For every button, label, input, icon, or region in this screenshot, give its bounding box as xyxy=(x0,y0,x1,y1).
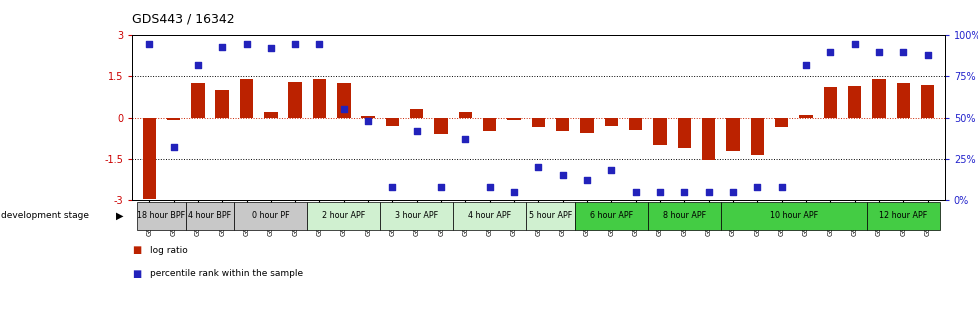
Text: 18 hour BPF: 18 hour BPF xyxy=(137,211,185,220)
Bar xyxy=(410,109,423,118)
Bar xyxy=(379,202,453,230)
Bar xyxy=(459,112,471,118)
Point xyxy=(384,184,400,190)
Bar xyxy=(896,83,910,118)
Text: 10 hour APF: 10 hour APF xyxy=(769,211,818,220)
Point xyxy=(311,41,327,46)
Point xyxy=(895,49,911,54)
Bar xyxy=(234,202,307,230)
Text: ■: ■ xyxy=(132,269,141,279)
Bar xyxy=(629,118,642,130)
Point xyxy=(676,189,691,194)
Point xyxy=(409,128,424,133)
Bar xyxy=(531,118,545,127)
Text: log ratio: log ratio xyxy=(150,246,188,255)
Point xyxy=(749,184,765,190)
Text: 0 hour PF: 0 hour PF xyxy=(251,211,289,220)
Point xyxy=(190,62,205,68)
Text: ▶: ▶ xyxy=(115,211,123,221)
Bar xyxy=(137,202,186,230)
Point xyxy=(579,177,595,183)
Bar xyxy=(143,118,156,199)
Bar xyxy=(726,118,739,151)
Point xyxy=(725,189,740,194)
Bar xyxy=(482,118,496,131)
Point xyxy=(506,189,521,194)
Bar xyxy=(604,118,617,126)
Text: GDS443 / 16342: GDS443 / 16342 xyxy=(132,12,235,25)
Point xyxy=(481,184,497,190)
Bar xyxy=(580,118,594,133)
Point xyxy=(335,107,351,112)
Bar xyxy=(264,112,277,118)
Text: 12 hour APF: 12 hour APF xyxy=(878,211,926,220)
Bar xyxy=(647,202,720,230)
Point xyxy=(530,164,546,170)
Bar xyxy=(453,202,526,230)
Point xyxy=(263,46,279,51)
Point xyxy=(870,49,886,54)
Bar xyxy=(313,79,326,118)
Bar xyxy=(191,83,204,118)
Point xyxy=(433,184,449,190)
Text: development stage: development stage xyxy=(1,211,89,220)
Point xyxy=(141,41,156,46)
Point xyxy=(822,49,837,54)
Point xyxy=(651,189,667,194)
Bar xyxy=(822,87,836,118)
Point xyxy=(214,44,230,49)
Bar xyxy=(307,202,379,230)
Text: 5 hour APF: 5 hour APF xyxy=(528,211,572,220)
Bar xyxy=(652,118,666,145)
Text: 3 hour APF: 3 hour APF xyxy=(395,211,438,220)
Point xyxy=(700,189,716,194)
Point xyxy=(919,52,935,58)
Point xyxy=(797,62,813,68)
Text: 8 hour APF: 8 hour APF xyxy=(662,211,705,220)
Text: 4 hour BPF: 4 hour BPF xyxy=(188,211,232,220)
Text: percentile rank within the sample: percentile rank within the sample xyxy=(150,269,302,278)
Bar xyxy=(799,115,812,118)
Bar xyxy=(215,90,229,118)
Bar xyxy=(677,118,690,148)
Bar xyxy=(385,118,399,126)
Bar xyxy=(336,83,350,118)
Bar xyxy=(574,202,647,230)
Point xyxy=(165,144,181,150)
Bar xyxy=(240,79,253,118)
Bar xyxy=(775,118,787,127)
Point xyxy=(846,41,862,46)
Bar xyxy=(289,82,301,118)
Point xyxy=(774,184,789,190)
Bar xyxy=(920,85,933,118)
Point xyxy=(603,168,619,173)
Bar xyxy=(361,116,375,118)
Point xyxy=(360,118,376,124)
Bar xyxy=(847,86,861,118)
Bar xyxy=(866,202,939,230)
Bar xyxy=(166,118,180,120)
Point xyxy=(239,41,254,46)
Text: 6 hour APF: 6 hour APF xyxy=(590,211,633,220)
Bar xyxy=(720,202,866,230)
Text: 2 hour APF: 2 hour APF xyxy=(322,211,365,220)
Text: ■: ■ xyxy=(132,245,141,255)
Bar xyxy=(186,202,234,230)
Text: 4 hour APF: 4 hour APF xyxy=(467,211,511,220)
Bar xyxy=(526,202,574,230)
Bar xyxy=(507,118,520,120)
Point xyxy=(457,136,472,142)
Point xyxy=(555,172,570,178)
Point xyxy=(627,189,643,194)
Bar xyxy=(750,118,763,155)
Bar xyxy=(871,79,885,118)
Bar xyxy=(701,118,715,160)
Bar xyxy=(434,118,447,134)
Bar xyxy=(556,118,569,131)
Point xyxy=(287,41,302,46)
